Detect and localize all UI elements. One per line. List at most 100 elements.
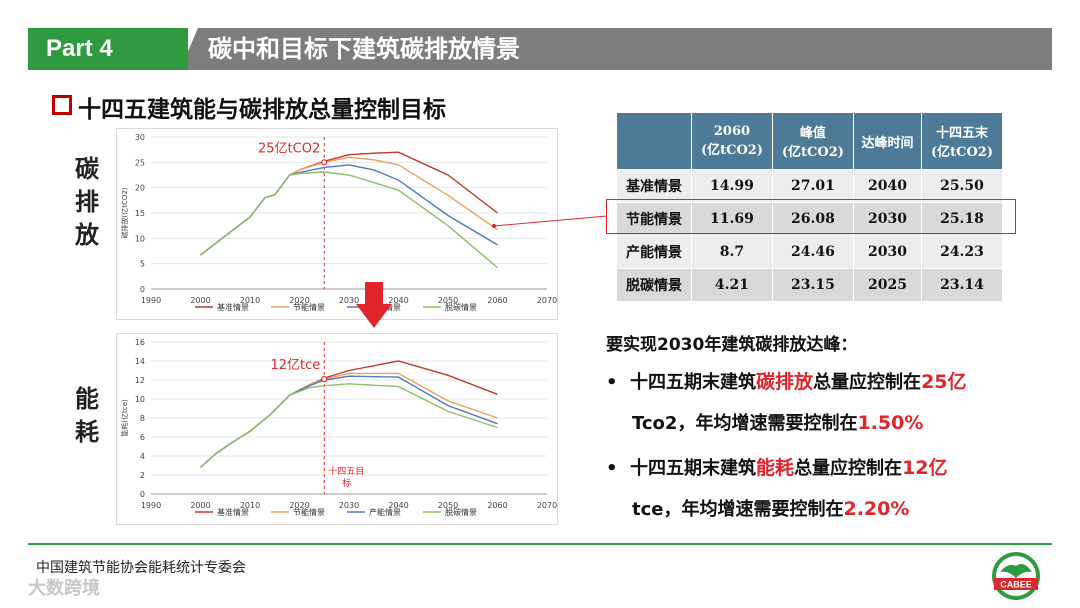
table-cell: 2040 bbox=[852, 169, 923, 203]
y-axis-label: 碳排放(亿tCO2) bbox=[120, 187, 129, 238]
bullet-text-pre: 十四五期末建筑 bbox=[630, 458, 757, 479]
target-annotation: 12亿tce bbox=[270, 358, 320, 373]
conclusion-bullet-2: • 十四五期末建筑能耗总量应控制在12亿 tce，年均增速需要控制在2.20% bbox=[606, 450, 1046, 528]
series-line-3 bbox=[200, 375, 498, 468]
table-cell: 节能情景 bbox=[616, 202, 692, 236]
table-cell: 2030 bbox=[852, 235, 923, 269]
y-tick-label: 2 bbox=[140, 471, 145, 480]
bullet-value: 25亿 bbox=[921, 371, 967, 393]
y-tick-label: 0 bbox=[140, 490, 145, 499]
y-tick-label: 12 bbox=[135, 376, 145, 385]
table-cell: 基准情景 bbox=[616, 169, 692, 203]
bullet-rate: 2.20% bbox=[843, 498, 910, 520]
legend-label: 脱碳情景 bbox=[445, 302, 477, 312]
table-cell: 27.01 bbox=[771, 169, 854, 203]
table-highlight-box bbox=[606, 199, 1016, 234]
carbon-emission-chart: 0 5 10 15 20 25 30 1990 2000 2010 2020 2030 2040 2050… bbox=[116, 128, 558, 320]
target-annotation: 25亿tCO2 bbox=[258, 141, 320, 156]
x-tick-label: 2070 bbox=[537, 296, 557, 305]
y-tick-label: 25 bbox=[135, 158, 145, 167]
table-row: 脱碳情景 4.21 23.15 2025 23.14 bbox=[616, 268, 1003, 302]
x-tick-label: 2010 bbox=[240, 501, 260, 510]
table-header-cell bbox=[616, 112, 692, 170]
table-header-row: 2060 (亿tCO2) 峰值 (亿tCO2) 达峰时间 十四五末 (亿tCO2… bbox=[616, 112, 1003, 170]
subtitle: 十四五建筑能与碳排放总量控制目标 bbox=[78, 97, 446, 123]
footer-org: 中国建筑节能协会能耗统计专委会 bbox=[36, 560, 246, 576]
footer-divider bbox=[28, 543, 1052, 545]
conclusion-title: 要实现2030年建筑碳排放达峰： bbox=[606, 335, 858, 355]
x-tick-label: 2040 bbox=[388, 296, 408, 305]
table-row: 产能情景 8.7 24.46 2030 24.23 bbox=[616, 235, 1003, 269]
table-header-cell: 峰值 (亿tCO2) bbox=[771, 112, 854, 170]
part-tag: Part 4 bbox=[28, 28, 188, 70]
cabee-logo: CABEE bbox=[992, 552, 1040, 600]
legend-label: 基准情景 bbox=[217, 507, 249, 517]
bullet-line: Tco2，年均增速需要控制在1.50% bbox=[606, 405, 1046, 442]
carbon-label-char: 排 bbox=[75, 187, 99, 216]
y-tick-label: 14 bbox=[135, 357, 145, 366]
legend-label: 产能情景 bbox=[369, 507, 401, 517]
x-tick-label: 2040 bbox=[388, 501, 408, 510]
table-cell: 2030 bbox=[852, 202, 923, 236]
table-header-cell: 2060 (亿tCO2) bbox=[691, 112, 773, 170]
table-cell: 24.46 bbox=[771, 235, 854, 269]
y-tick-label: 30 bbox=[135, 133, 145, 142]
table-cell: 脱碳情景 bbox=[616, 268, 692, 302]
connector-line bbox=[492, 215, 608, 228]
legend-label: 脱碳情景 bbox=[445, 507, 477, 517]
table-cell: 25.50 bbox=[921, 169, 1003, 203]
down-arrow-icon bbox=[356, 282, 392, 328]
bullet-text-pre: 十四五期末建筑 bbox=[630, 372, 757, 393]
y-tick-label: 10 bbox=[135, 395, 145, 404]
y-tick-label: 4 bbox=[140, 452, 145, 461]
y-tick-label: 10 bbox=[135, 234, 145, 243]
x-tick-label: 2000 bbox=[190, 501, 210, 510]
carbon-label-char: 碳 bbox=[75, 154, 99, 183]
slide-header: 碳中和目标下建筑碳排放情景 Part 4 bbox=[28, 28, 1052, 70]
x-tick-label: 2050 bbox=[438, 501, 458, 510]
bullet-rate: 1.50% bbox=[857, 412, 924, 434]
series-line-1 bbox=[200, 360, 498, 468]
energy-label-char: 能 bbox=[75, 384, 99, 413]
table-cell: 24.23 bbox=[921, 235, 1003, 269]
header-title: 碳中和目标下建筑碳排放情景 bbox=[208, 35, 520, 63]
table-cell: 23.14 bbox=[921, 268, 1003, 302]
bullet-highlight: 碳排放 bbox=[756, 371, 814, 393]
target-marker bbox=[321, 159, 328, 166]
bullet-line: tce，年均增速需要控制在2.20% bbox=[606, 491, 1046, 528]
legend-label: 节能情景 bbox=[293, 507, 325, 517]
x-tick-label: 2020 bbox=[289, 501, 309, 510]
series-line-4 bbox=[200, 171, 498, 269]
target-marker bbox=[321, 375, 328, 383]
y-tick-label: 8 bbox=[140, 414, 145, 423]
bullet-value: 12亿 bbox=[902, 457, 948, 479]
conclusion-bullet-1: • 十四五期末建筑碳排放总量应控制在25亿 Tco2，年均增速需要控制在1.50… bbox=[606, 364, 1046, 442]
series-line-1 bbox=[200, 151, 498, 256]
bullet-text-mid: 总量应控制在 bbox=[813, 372, 922, 393]
y-axis-label: 能耗(亿tce) bbox=[120, 399, 129, 437]
table-cell: 14.99 bbox=[691, 169, 773, 203]
table-cell: 产能情景 bbox=[616, 235, 692, 269]
bullet-line: • 十四五期末建筑能耗总量应控制在12亿 bbox=[606, 450, 1046, 487]
table-cell: 8.7 bbox=[691, 235, 773, 269]
y-tick-label: 6 bbox=[140, 433, 145, 442]
table-header-cell: 十四五末 (亿tCO2) bbox=[921, 112, 1003, 170]
energy-label-char: 耗 bbox=[75, 417, 99, 446]
legend-label: 基准情景 bbox=[217, 302, 249, 312]
x-tick-label: 1990 bbox=[141, 296, 161, 305]
table-row: 节能情景 11.69 26.08 2030 25.18 bbox=[616, 202, 1003, 236]
carbon-side-label: 碳 排 放 bbox=[72, 152, 102, 251]
y-tick-label: 15 bbox=[135, 209, 145, 218]
table-row: 基准情景 14.99 27.01 2040 25.50 bbox=[616, 169, 1003, 203]
y-tick-label: 20 bbox=[135, 184, 145, 193]
table-cell: 26.08 bbox=[771, 202, 854, 236]
x-tick-label: 2060 bbox=[487, 296, 507, 305]
target-line-label: 十四五目 bbox=[328, 465, 364, 477]
subtitle-bullet-icon bbox=[52, 95, 72, 115]
x-tick-label: 1990 bbox=[141, 501, 161, 510]
header-bar: 碳中和目标下建筑碳排放情景 bbox=[180, 28, 1052, 70]
table-cell: 23.15 bbox=[771, 268, 854, 302]
target-line-label: 标 bbox=[342, 477, 351, 489]
bullet-text-line2: Tco2，年均增速需要控制在 bbox=[632, 413, 858, 434]
x-tick-label: 2030 bbox=[339, 501, 359, 510]
